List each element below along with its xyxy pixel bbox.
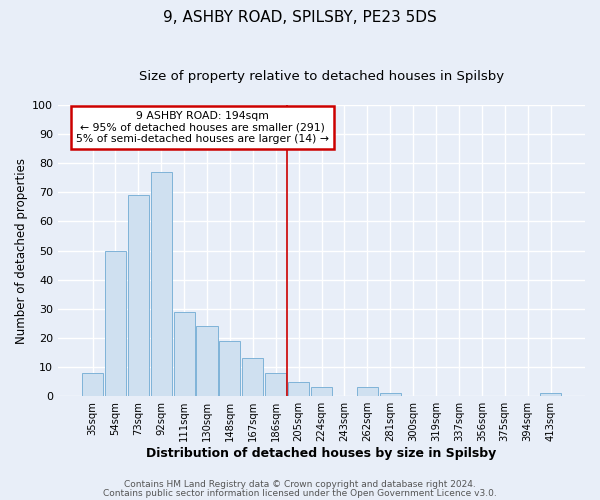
Text: 9 ASHBY ROAD: 194sqm
← 95% of detached houses are smaller (291)
5% of semi-detac: 9 ASHBY ROAD: 194sqm ← 95% of detached h… xyxy=(76,111,329,144)
Bar xyxy=(380,394,401,396)
Bar xyxy=(128,196,149,396)
Bar xyxy=(357,388,378,396)
Bar xyxy=(311,388,332,396)
Bar xyxy=(196,326,218,396)
Bar xyxy=(265,373,286,396)
X-axis label: Distribution of detached houses by size in Spilsby: Distribution of detached houses by size … xyxy=(146,447,497,460)
Bar xyxy=(540,394,561,396)
Text: Contains public sector information licensed under the Open Government Licence v3: Contains public sector information licen… xyxy=(103,489,497,498)
Y-axis label: Number of detached properties: Number of detached properties xyxy=(15,158,28,344)
Bar xyxy=(151,172,172,396)
Bar xyxy=(242,358,263,396)
Text: 9, ASHBY ROAD, SPILSBY, PE23 5DS: 9, ASHBY ROAD, SPILSBY, PE23 5DS xyxy=(163,10,437,25)
Title: Size of property relative to detached houses in Spilsby: Size of property relative to detached ho… xyxy=(139,70,504,83)
Text: Contains HM Land Registry data © Crown copyright and database right 2024.: Contains HM Land Registry data © Crown c… xyxy=(124,480,476,489)
Bar xyxy=(173,312,194,396)
Bar xyxy=(105,250,126,396)
Bar xyxy=(82,373,103,396)
Bar xyxy=(288,382,309,396)
Bar xyxy=(220,341,241,396)
